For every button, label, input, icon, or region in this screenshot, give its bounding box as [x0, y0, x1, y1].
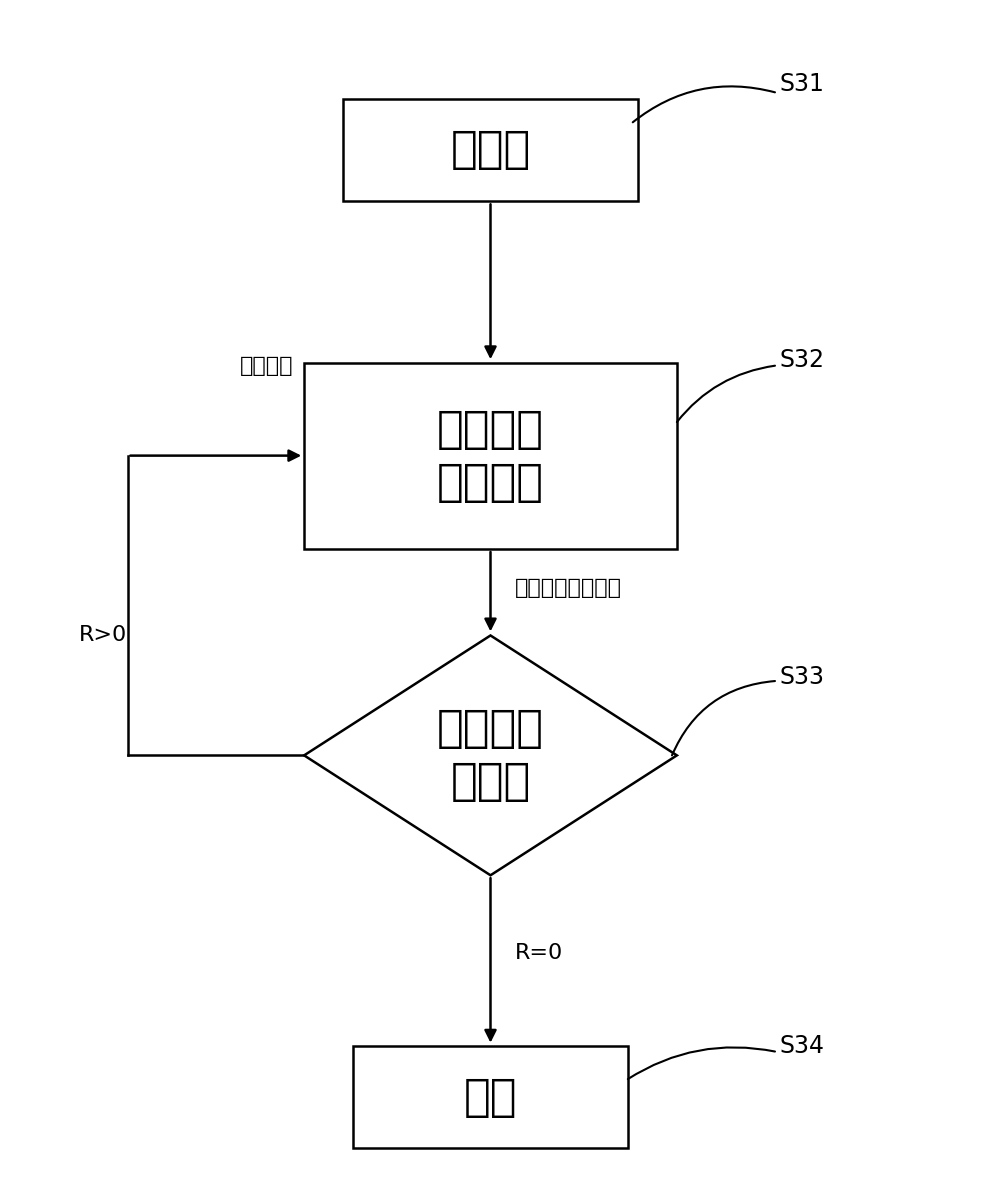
Text: 初始化: 初始化 — [450, 128, 531, 171]
Text: S32: S32 — [780, 348, 825, 372]
Bar — [353, 1046, 628, 1149]
Text: S31: S31 — [780, 72, 825, 96]
Text: S34: S34 — [780, 1034, 825, 1058]
Text: R>0: R>0 — [79, 626, 128, 645]
Text: 添加场景: 添加场景 — [240, 356, 294, 375]
Text: 结束: 结束 — [464, 1076, 517, 1119]
Text: 鲁棒可行
性检验: 鲁棒可行 性检验 — [437, 707, 544, 803]
Text: S33: S33 — [780, 665, 825, 689]
Polygon shape — [304, 635, 677, 875]
Text: 最优备用
整定问题: 最优备用 整定问题 — [437, 408, 544, 504]
Bar — [343, 100, 638, 201]
Text: 火电备用容量设置: 火电备用容量设置 — [515, 578, 622, 597]
Bar — [304, 363, 677, 549]
Text: R=0: R=0 — [515, 944, 563, 963]
